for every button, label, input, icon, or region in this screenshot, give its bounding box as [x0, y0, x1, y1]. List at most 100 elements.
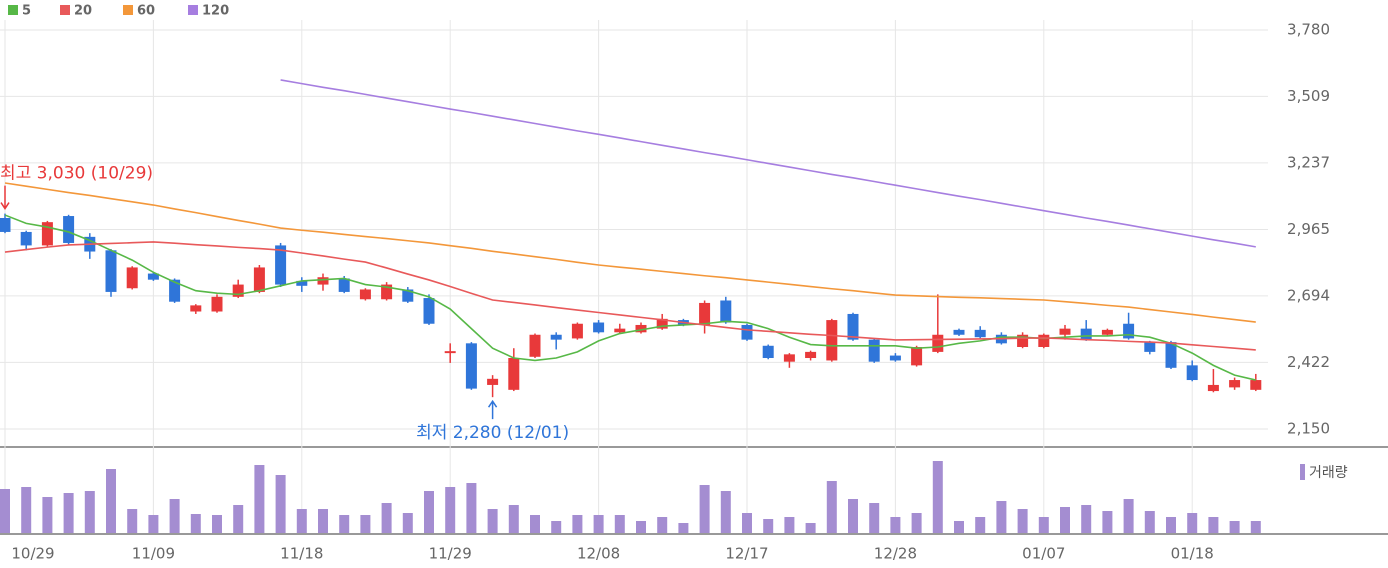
legend-swatch [188, 5, 198, 15]
volume-bar [1250, 521, 1261, 533]
candle-body [1038, 334, 1050, 347]
candle-body [0, 217, 11, 232]
volume-bar [551, 521, 562, 533]
candle-body [147, 273, 159, 280]
candle-body [275, 245, 287, 285]
legend-label: 5 [22, 4, 31, 19]
y-tick-label: 2,965 [1287, 220, 1330, 238]
volume-bar [339, 515, 350, 533]
ma-line [4, 182, 1256, 323]
volume-bar [1208, 517, 1219, 533]
volume-bar [466, 483, 477, 533]
y-tick-label: 3,237 [1287, 153, 1330, 171]
candle-body [720, 300, 732, 323]
volume-bar [275, 475, 286, 533]
volume-bar [657, 517, 668, 533]
legend-label: 120 [202, 4, 229, 19]
volume-bar [1081, 505, 1092, 533]
candle-body [1186, 365, 1198, 381]
candle-body [529, 334, 541, 357]
volume-bar [636, 521, 646, 533]
candle-body [1080, 328, 1092, 340]
candle-body [847, 313, 859, 340]
volume-bar [42, 497, 53, 533]
volume-bar [1102, 511, 1113, 533]
candle-body [20, 231, 32, 246]
volume-bar [678, 523, 689, 533]
x-tick-label: 12/28 [874, 545, 917, 563]
ma-line [280, 79, 1256, 248]
legend-swatch [8, 5, 18, 15]
x-tick-label: 01/07 [1022, 545, 1065, 563]
candle-body [656, 318, 668, 329]
volume-bar [0, 489, 10, 533]
volume-bar [63, 493, 74, 533]
volume-bar [318, 509, 328, 533]
volume-legend-label: 거래량 [1309, 465, 1348, 481]
volume-bar [720, 491, 731, 533]
volume-bar [699, 485, 710, 533]
volume-bar [106, 469, 116, 533]
volume-bar [254, 465, 265, 533]
candle-body [783, 354, 795, 362]
volume-bar [127, 509, 138, 533]
candle-body [805, 351, 817, 359]
volume-bar [784, 517, 795, 533]
candle-body [126, 267, 138, 289]
x-tick-label: 12/17 [725, 545, 768, 563]
volume-bar [190, 514, 201, 533]
candle-body [63, 216, 75, 243]
legend-swatch [60, 5, 70, 15]
volume-bar [848, 499, 858, 533]
volume-bar [826, 481, 837, 533]
candle-body [762, 345, 774, 359]
volume-bar [84, 491, 95, 533]
volume-bar [890, 517, 901, 533]
candle-body [508, 358, 520, 390]
candle-body [381, 284, 393, 300]
volume-bar [1060, 507, 1070, 533]
y-tick-label: 3,509 [1287, 87, 1330, 105]
candle-body [911, 346, 923, 366]
candle-body [465, 343, 477, 389]
volume-bar [1144, 511, 1155, 533]
x-tick-label: 10/29 [11, 545, 54, 563]
candle-body [296, 280, 308, 286]
volume-bar [763, 519, 774, 533]
volume-bar [742, 513, 752, 533]
candle-body [41, 222, 53, 246]
candle-body [211, 296, 223, 312]
volume-bar [530, 515, 540, 533]
candle-body [699, 302, 711, 325]
legend-label: 60 [137, 4, 155, 19]
candle-body [1101, 329, 1113, 335]
volume-bar [1017, 509, 1028, 533]
candle-body [932, 334, 944, 352]
candle-body [1165, 342, 1177, 368]
candle-body [1059, 328, 1071, 335]
volume-bar [212, 515, 222, 533]
candle-body [423, 298, 435, 324]
candle-body [571, 323, 583, 339]
ma-line [4, 241, 1256, 351]
candle-body [1144, 342, 1156, 352]
volume-bar [572, 515, 583, 533]
volume-bar [1123, 499, 1134, 533]
candle-body [232, 284, 244, 297]
volume-bar [169, 499, 180, 533]
volume-bar [424, 491, 434, 533]
candle-body [868, 339, 880, 362]
volume-bar [1229, 521, 1240, 533]
volume-bar [954, 521, 964, 533]
candle-body [402, 289, 414, 302]
volume-bar [487, 509, 498, 533]
candle-body [974, 329, 986, 338]
volume-bar [445, 487, 456, 533]
candle-body [593, 322, 605, 333]
candle-body [1017, 334, 1029, 347]
y-tick-label: 2,694 [1287, 286, 1330, 304]
volume-bar [614, 515, 625, 533]
annotation-low: 최저 2,280 (12/01) [416, 423, 569, 443]
candle-body [550, 334, 562, 340]
candle-body [635, 324, 647, 333]
